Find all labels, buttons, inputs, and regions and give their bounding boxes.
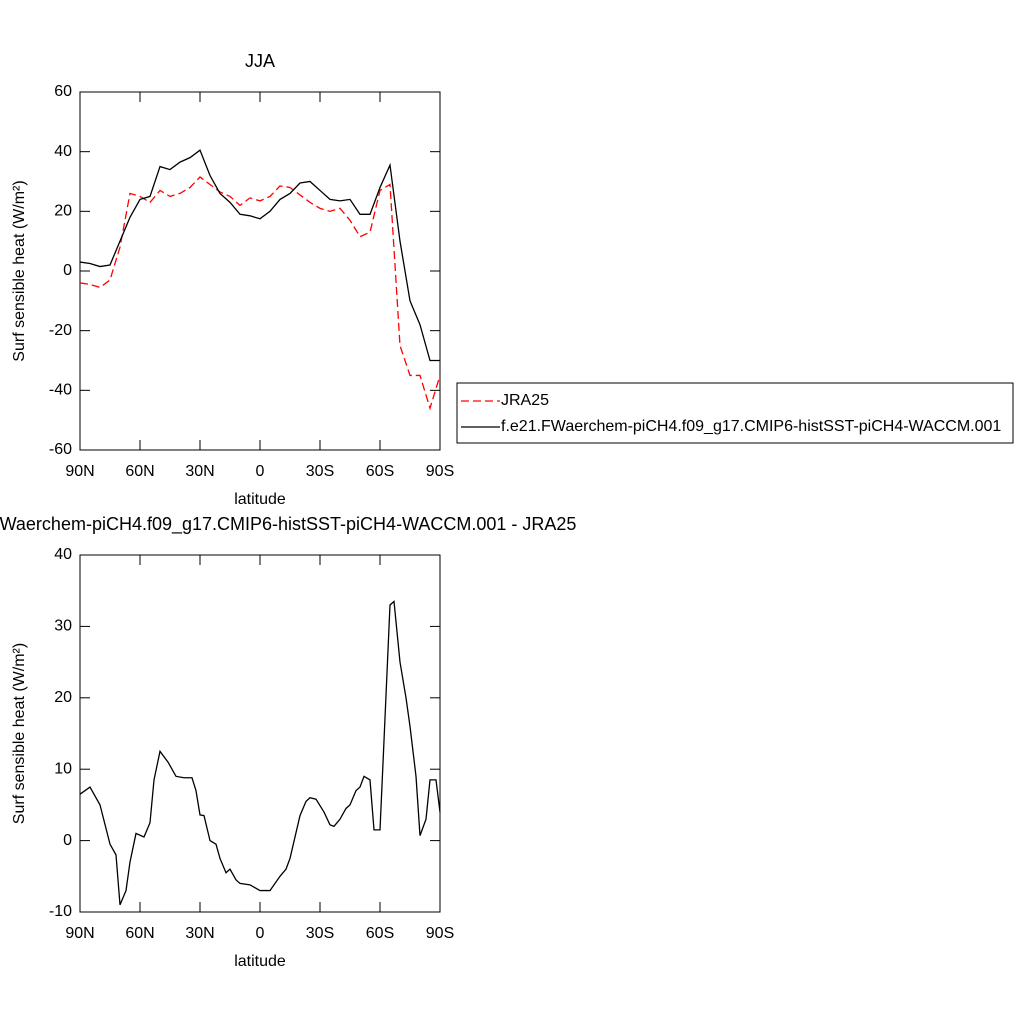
y-axis-label: Surf sensible heat (W/m²) [11,643,28,824]
data-line [79,176,441,411]
y-tick-label: -20 [49,322,72,339]
y-tick-label: -10 [49,903,72,920]
y-axis-label: Surf sensible heat (W/m²) [11,180,28,361]
data-line [79,149,440,362]
x-axis-label: latitude [234,953,286,970]
y-tick-label: 40 [54,546,72,563]
x-tick-label: 90N [65,925,94,942]
legend-label: f.e21.FWaerchem-piCH4.f09_g17.CMIP6-hist… [501,418,1001,435]
y-tick-label: 0 [63,262,72,279]
chart-title: JJA [245,51,275,71]
legend-label: JRA25 [501,392,549,409]
x-tick-label: 30S [306,463,334,480]
x-tick-label: 60N [125,463,154,480]
x-axis-label: latitude [234,491,286,508]
y-tick-label: 20 [54,689,72,706]
y-tick-label: 60 [54,83,72,100]
plot-frame [79,554,441,913]
x-tick-label: 30N [185,463,214,480]
plot-frame [79,91,441,451]
y-tick-label: 30 [54,618,72,635]
x-tick-label: 30S [306,925,334,942]
x-tick-label: 90S [426,925,454,942]
legend-box [456,382,1014,444]
x-tick-label: 90N [65,463,94,480]
y-tick-label: 10 [54,760,72,777]
y-tick-label: -40 [49,382,72,399]
x-tick-label: 0 [256,925,265,942]
x-tick-label: 60N [125,925,154,942]
y-tick-label: -60 [49,441,72,458]
y-tick-label: 20 [54,203,72,220]
y-tick-label: 40 [54,143,72,160]
x-tick-label: 0 [256,463,265,480]
chart-title: f.e21.FWaerchem-piCH4.f09_g17.CMIP6-hist… [0,514,576,535]
x-tick-label: 30N [185,925,214,942]
y-tick-label: 0 [63,832,72,849]
x-tick-label: 90S [426,463,454,480]
x-tick-label: 60S [366,925,394,942]
x-tick-label: 60S [366,463,394,480]
data-line [79,600,441,906]
